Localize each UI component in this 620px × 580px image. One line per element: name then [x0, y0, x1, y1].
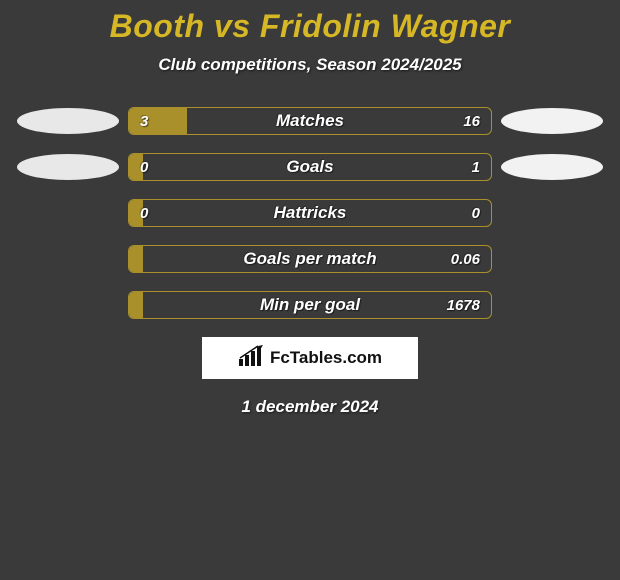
- right-value: 0: [472, 199, 480, 227]
- logo-inner: FcTables.com: [238, 345, 382, 372]
- team-badge-placeholder-left: [17, 108, 119, 134]
- team-badge-placeholder-right: [501, 154, 603, 180]
- stat-row-matches: 3Matches16: [8, 107, 612, 135]
- stat-label: Min per goal: [128, 291, 492, 319]
- right-team-cell: [492, 108, 612, 134]
- stat-row-gpm: Goals per match0.06: [8, 245, 612, 273]
- team-badge-placeholder-right: [501, 108, 603, 134]
- bar-chart-icon: [238, 345, 264, 372]
- page-title: Booth vs Fridolin Wagner: [0, 8, 620, 45]
- comparison-infographic: Booth vs Fridolin Wagner Club competitio…: [0, 0, 620, 417]
- stat-row-goals: 0Goals1: [8, 153, 612, 181]
- infographic-date: 1 december 2024: [0, 397, 620, 417]
- stat-label: Matches: [128, 107, 492, 135]
- team-badge-placeholder-left: [17, 154, 119, 180]
- stat-label: Hattricks: [128, 199, 492, 227]
- stat-row-hattricks: 0Hattricks0: [8, 199, 612, 227]
- right-value: 16: [463, 107, 480, 135]
- right-value: 1: [472, 153, 480, 181]
- logo-text: FcTables.com: [270, 348, 382, 368]
- left-team-cell: [8, 154, 128, 180]
- right-value: 0.06: [451, 245, 480, 273]
- right-value: 1678: [447, 291, 480, 319]
- stat-bar: 3Matches16: [128, 107, 492, 135]
- stat-bar: 0Goals1: [128, 153, 492, 181]
- right-team-cell: [492, 154, 612, 180]
- comparison-rows: 3Matches160Goals10Hattricks0Goals per ma…: [0, 107, 620, 319]
- stat-bar: Min per goal1678: [128, 291, 492, 319]
- stat-bar: Goals per match0.06: [128, 245, 492, 273]
- subtitle: Club competitions, Season 2024/2025: [0, 55, 620, 75]
- stat-label: Goals per match: [128, 245, 492, 273]
- left-team-cell: [8, 108, 128, 134]
- stat-label: Goals: [128, 153, 492, 181]
- stat-bar: 0Hattricks0: [128, 199, 492, 227]
- stat-row-mpg: Min per goal1678: [8, 291, 612, 319]
- fctables-logo: FcTables.com: [202, 337, 418, 379]
